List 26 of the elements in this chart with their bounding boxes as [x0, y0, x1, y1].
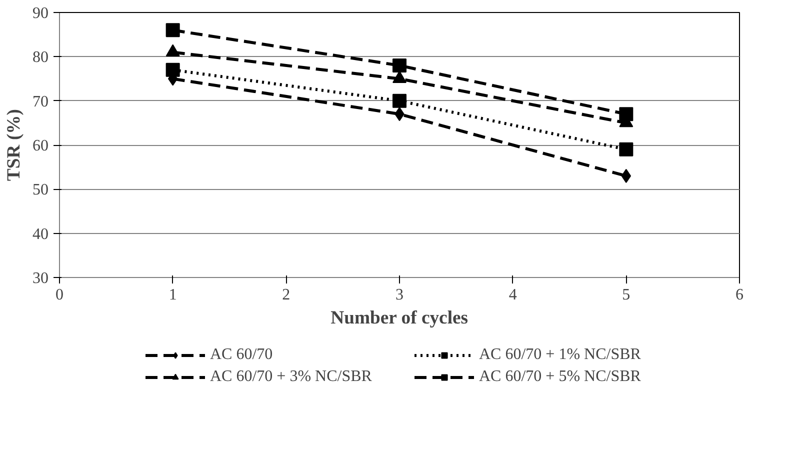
y-tick-label: 30 — [32, 270, 48, 287]
x-axis-title: Number of cycles — [330, 308, 468, 328]
x-tick-label: 6 — [736, 286, 744, 304]
point — [392, 94, 406, 108]
point — [392, 58, 406, 72]
y-tick-label: 70 — [32, 93, 48, 110]
x-tick-label: 4 — [508, 286, 517, 304]
x-tick-label: 3 — [396, 286, 404, 304]
point — [166, 62, 180, 77]
y-tick-label: 80 — [32, 49, 48, 66]
legend-label: AC 60/70 + 3% NC/SBR — [210, 368, 373, 386]
legend-label: AC 60/70 + 5% NC/SBR — [479, 368, 642, 386]
y-tick-label: 40 — [32, 226, 48, 243]
x-tick-label: 1 — [168, 286, 177, 304]
legend-label: AC 60/70 + 1% NC/SBR — [479, 346, 642, 364]
y-tick-label: 90 — [32, 5, 48, 22]
x-tick-label: 0 — [56, 286, 64, 304]
point — [619, 107, 634, 122]
point — [166, 23, 180, 38]
point — [619, 142, 634, 156]
legend-label: AC 60/70 — [210, 346, 274, 364]
x-tick-label: 5 — [622, 286, 630, 304]
y-tick-label: 60 — [32, 138, 48, 154]
x-tick-label: 2 — [282, 286, 290, 304]
y-axis-title: TSR (%) — [4, 108, 24, 182]
y-tick-label: 50 — [32, 182, 48, 199]
